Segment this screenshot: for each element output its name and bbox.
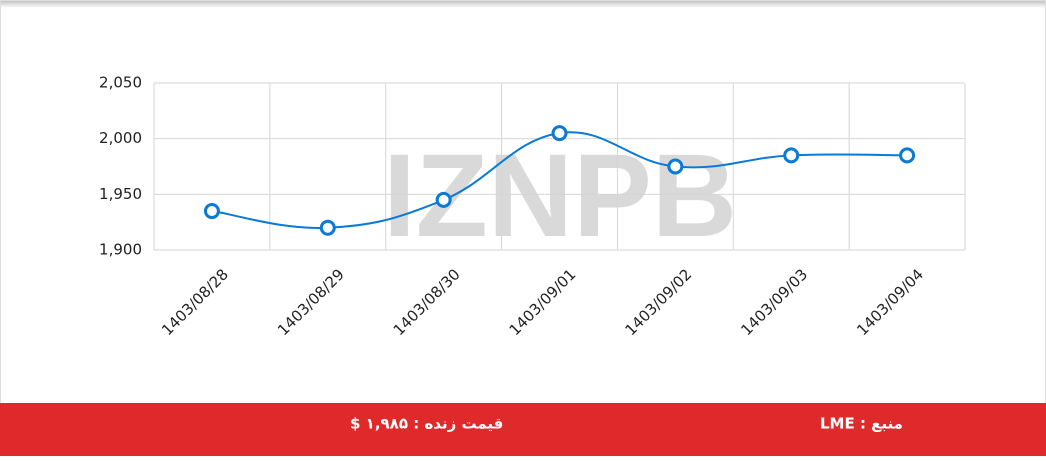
footer-bar (0, 403, 1046, 456)
x-tick-label: 1403/08/28 (158, 265, 232, 339)
y-tick-label: 2,050 (99, 74, 142, 92)
point (551, 125, 568, 142)
point (203, 203, 220, 220)
x-tick-label: 1403/09/02 (621, 265, 695, 339)
point (435, 191, 452, 208)
point (783, 147, 800, 164)
source: منبع : LME (820, 415, 903, 433)
point (899, 147, 916, 164)
y-tick-label: 1,950 (99, 185, 142, 203)
top-shadow (0, 0, 1046, 8)
x-tick-label: 1403/08/30 (390, 265, 464, 339)
x-tick-label: 1403/09/04 (853, 265, 927, 339)
point (667, 158, 684, 175)
y-tick-label: 1,900 (99, 241, 142, 259)
point (319, 219, 336, 236)
watermark: IZNPB (383, 130, 737, 262)
live-price: قیمت زنده : ۱,۹۸۵ $ (350, 415, 503, 433)
x-tick-label: 1403/08/29 (274, 265, 348, 339)
y-tick-label: 2,000 (99, 129, 142, 147)
x-tick-label: 1403/09/01 (506, 265, 580, 339)
x-tick-label: 1403/09/03 (737, 265, 811, 339)
